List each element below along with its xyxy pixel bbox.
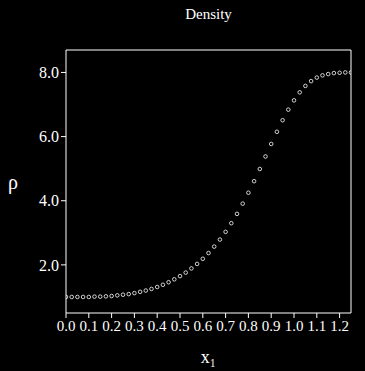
svg-text:x₁: x₁	[201, 347, 216, 367]
svg-text:8.0: 8.0	[39, 64, 59, 81]
svg-text:1.0: 1.0	[285, 318, 304, 334]
svg-text:0.7: 0.7	[216, 318, 235, 334]
svg-text:6.0: 6.0	[39, 128, 59, 145]
svg-text:ρ: ρ	[8, 171, 18, 194]
html-text:Density: Density	[185, 6, 232, 22]
svg-text:0.2: 0.2	[102, 318, 121, 334]
svg-text:0.1: 0.1	[79, 318, 98, 334]
svg-text:0.5: 0.5	[171, 318, 190, 334]
svg-text:2.0: 2.0	[39, 257, 59, 274]
svg-text:0.9: 0.9	[262, 318, 281, 334]
svg-text:0.0: 0.0	[57, 318, 76, 334]
svg-text:1.2: 1.2	[330, 318, 349, 334]
svg-text:0.4: 0.4	[148, 318, 167, 334]
svg-text:0.3: 0.3	[125, 318, 144, 334]
svg-text:0.6: 0.6	[193, 318, 212, 334]
svg-text:4.0: 4.0	[39, 192, 59, 209]
svg-text:1.1: 1.1	[307, 318, 326, 334]
svg-text:0.8: 0.8	[239, 318, 258, 334]
